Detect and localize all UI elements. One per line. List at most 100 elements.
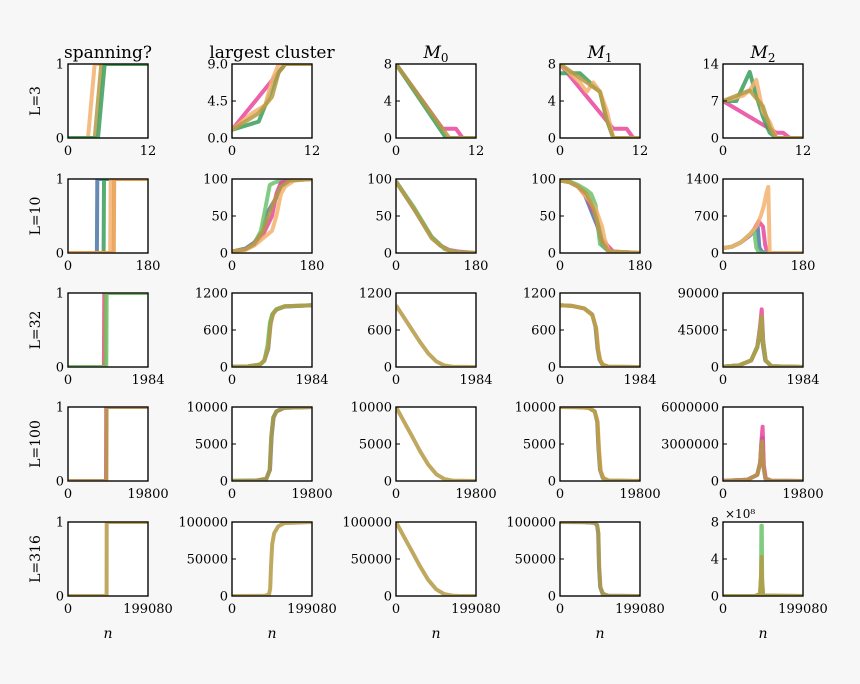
series-line-pink — [232, 64, 312, 132]
x-tick-label: 19800 — [455, 487, 496, 502]
y-tick-label: 0 — [384, 361, 392, 376]
column-title-subscript: 0 — [441, 51, 449, 65]
panel-r4-c0: 0 199080 0 1 — [56, 516, 173, 618]
x-tick-label: 0 — [392, 259, 400, 274]
y-tick-label: 50000 — [351, 553, 392, 568]
y-tick-label: 50000 — [515, 553, 556, 568]
y-tick-label: 0 — [56, 475, 64, 490]
series-line-orange — [68, 179, 148, 253]
y-tick-label: 14 — [702, 58, 719, 73]
y-tick-label: 0 — [56, 132, 64, 147]
series-line-olive — [68, 64, 148, 138]
x-tick-label: 199080 — [451, 602, 501, 617]
y-tick-label: 4.5 — [207, 95, 228, 110]
series-line-green — [68, 179, 148, 253]
x-tick-label: 0 — [556, 602, 564, 617]
y-tick-label: 0 — [548, 475, 556, 490]
y-tick-label: 4 — [384, 95, 392, 110]
y-tick-label: 10000 — [187, 401, 228, 416]
y-tick-label: 5000 — [523, 438, 556, 453]
panel-r0-c0: 0 12 0 1 — [56, 58, 157, 160]
y-tick-label: 0 — [220, 247, 228, 262]
y-tick-label: 1 — [56, 516, 64, 531]
panel-r0-c4: 0 12 0 7 14 — [702, 58, 811, 160]
y-tick-label: 0 — [548, 361, 556, 376]
series-line-olive — [396, 180, 476, 253]
y-tick-label: 4 — [711, 553, 719, 568]
series-line-peach — [723, 184, 803, 253]
x-tick-label: 12 — [304, 144, 321, 159]
series-line-olive — [232, 407, 312, 481]
x-axis-label: n — [431, 626, 440, 642]
series-line-olive — [396, 304, 476, 367]
y-tick-label: 50000 — [187, 553, 228, 568]
plot-area — [395, 521, 477, 597]
panel-r2-c0: 0 1984 0 1 — [56, 287, 165, 389]
y-tick-label: 600 — [203, 324, 228, 339]
x-tick-label: 1984 — [131, 373, 164, 388]
y-tick-label: 9.0 — [207, 58, 228, 73]
x-axis-label: n — [595, 626, 604, 642]
series-line-peach — [68, 179, 148, 253]
plot-area — [395, 63, 477, 139]
x-tick-label: 19800 — [291, 487, 332, 502]
y-tick-label: 5000 — [359, 438, 392, 453]
series-line-olive — [723, 88, 803, 138]
column-title-text: M — [749, 43, 768, 63]
y-tick-label: 100000 — [506, 516, 556, 531]
series-line-olive — [68, 522, 148, 596]
y-tick-label: 6000000 — [661, 401, 719, 416]
x-tick-label: 0 — [228, 602, 236, 617]
x-tick-label: 0 — [64, 259, 72, 274]
y-tick-label: 0 — [384, 475, 392, 490]
panel-r3-c2: 0 19800 0 5000 10000 — [351, 401, 497, 503]
x-tick-label: 0 — [556, 259, 564, 274]
y-tick-label: 1 — [56, 287, 64, 302]
x-tick-label: 180 — [791, 259, 816, 274]
x-tick-label: 199080 — [778, 602, 828, 617]
x-tick-label: 0 — [228, 373, 236, 388]
x-tick-label: 0 — [64, 144, 72, 159]
series-line-olive — [68, 407, 148, 481]
x-tick-label: 199080 — [123, 602, 173, 617]
x-tick-label: 199080 — [287, 602, 337, 617]
y-tick-label: 0 — [56, 590, 64, 605]
y-tick-label: 1200 — [359, 287, 392, 302]
panel-r2-c3: 0 1984 0 600 1200 — [523, 287, 657, 389]
x-tick-label: 12 — [795, 144, 812, 159]
panel-r1-c0: 0 180 0 1 — [56, 173, 161, 275]
row-label: L=316 — [28, 535, 44, 583]
y-tick-label: 7 — [711, 95, 719, 110]
panel-r1-c3: 0 180 0 50 100 — [531, 173, 652, 275]
plot-area — [67, 63, 149, 139]
panel-r4-c2: 0 199080 0 50000 100000 — [342, 516, 500, 618]
y-tick-label: 1200 — [523, 287, 556, 302]
series-line-olive — [723, 314, 803, 367]
series-line-olive — [560, 303, 640, 367]
y-tick-label: 10000 — [515, 401, 556, 416]
y-tick-label: 0 — [548, 247, 556, 262]
y-tick-label: 100 — [531, 173, 556, 188]
x-tick-label: 0 — [228, 144, 236, 159]
x-tick-label: 0 — [556, 144, 564, 159]
column-title: M1 — [586, 43, 612, 65]
x-tick-label: 180 — [464, 259, 489, 274]
y-tick-label: 700 — [694, 210, 719, 225]
y-tick-label: 0 — [711, 590, 719, 605]
x-tick-label: 1984 — [295, 373, 328, 388]
y-tick-label: 0 — [384, 247, 392, 262]
series-line-green — [232, 64, 312, 132]
panel-r4-c4: 0 199080 0 4 8 ×10⁸ — [711, 507, 828, 617]
column-title-text: spanning? — [64, 43, 152, 63]
y-tick-label: 90000 — [678, 287, 719, 302]
series-line-olive — [396, 64, 476, 138]
y-tick-label: 0 — [56, 361, 64, 376]
x-tick-label: 12 — [140, 144, 157, 159]
y-tick-label: 5000 — [195, 438, 228, 453]
plot-area — [395, 292, 477, 368]
panel-r4-c3: 0 199080 0 50000 100000 — [506, 516, 664, 618]
y-tick-label: 0 — [711, 361, 719, 376]
series-line-olive — [723, 439, 803, 481]
y-tick-label: 0 — [220, 475, 228, 490]
